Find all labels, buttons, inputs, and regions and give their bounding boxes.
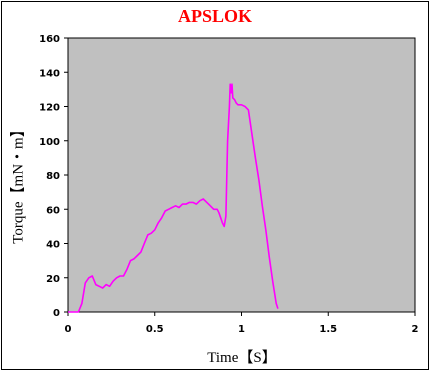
x-tick-label: 1.5 [319, 324, 337, 335]
series-group [68, 83, 279, 313]
y-tick-label: 0 [53, 308, 60, 319]
x-tick-label: 2 [412, 324, 419, 335]
y-tick-label: 80 [46, 171, 60, 182]
x-tick-label: 0.5 [146, 324, 164, 335]
x-axis-label: Time【S】 [207, 350, 277, 366]
y-tick-label: 60 [46, 205, 60, 216]
y-tick-label: 20 [46, 274, 60, 285]
y-tick-label: 120 [39, 103, 60, 114]
y-tick-label: 100 [39, 137, 60, 148]
y-tick-label: 140 [39, 68, 60, 79]
plot-area [67, 37, 416, 313]
x-tick-label: 0 [65, 324, 72, 335]
chart-title: APSLOK [177, 6, 252, 26]
series-line [68, 83, 279, 313]
x-tick-label: 1 [238, 324, 245, 335]
x-axis-ticks: 0 0.5 1 1.5 2 [65, 312, 419, 335]
y-tick-label: 40 [46, 240, 60, 251]
y-tick-label: 160 [39, 34, 60, 45]
y-axis-ticks: 0 20 40 60 80 100 120 140 160 [39, 34, 68, 319]
